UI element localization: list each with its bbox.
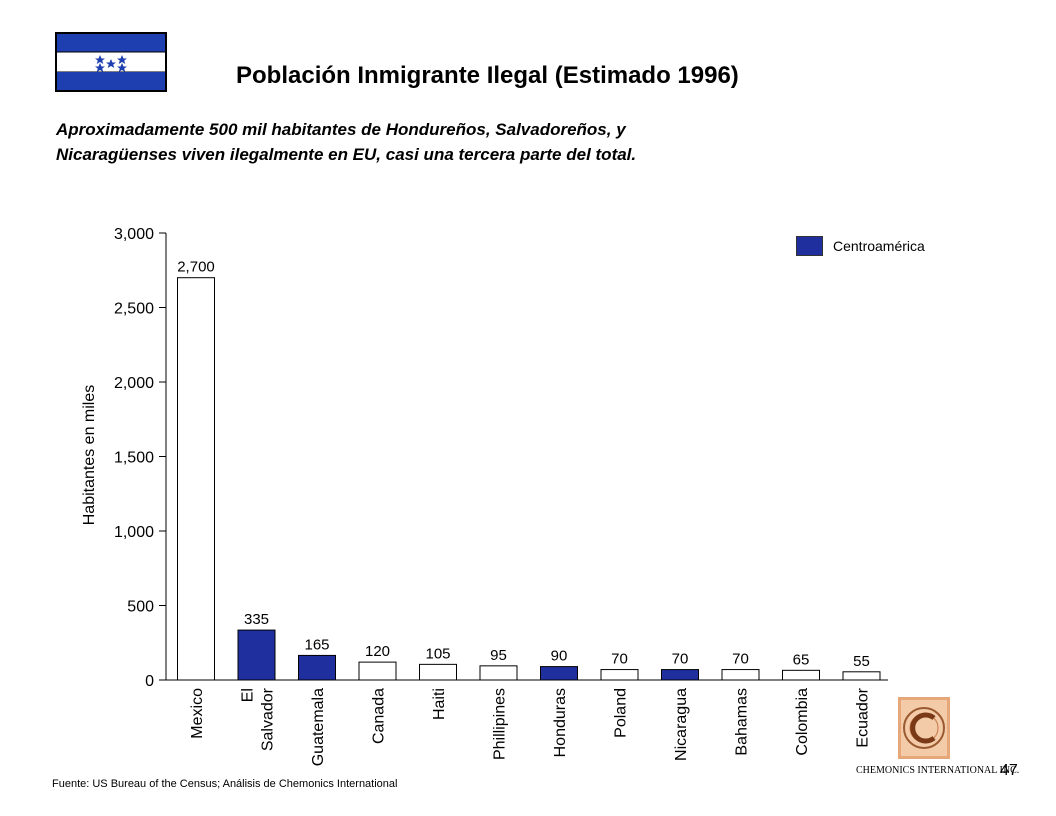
flag-star [117, 63, 127, 72]
bar-value-label: 70 [732, 651, 749, 668]
flag-star [95, 63, 105, 72]
bar [298, 654, 336, 681]
bar-value-label: 105 [425, 645, 450, 662]
y-axis-title: Habitantes en miles [81, 385, 98, 526]
x-tick-label: Honduras [552, 688, 569, 757]
x-tick-label: Mexico [189, 688, 206, 739]
bar [419, 663, 457, 681]
bar [540, 666, 578, 681]
legend-label: Centroamérica [833, 238, 925, 254]
chart-legend: Centroamérica [796, 236, 925, 256]
bar-value-label: 120 [365, 643, 390, 660]
y-tick-label: 0 [145, 673, 154, 690]
bar-value-label: 70 [672, 651, 689, 668]
bar [237, 629, 276, 681]
x-tick-label: Colombia [794, 688, 811, 756]
chemonics-logo-icon [898, 697, 950, 759]
x-tick-label: Haiti [431, 688, 448, 720]
flag-star [106, 59, 116, 68]
bar-value-label: 2,700 [177, 259, 215, 276]
x-tick-label: Ecuador [855, 687, 872, 747]
bar-value-label: 335 [244, 611, 269, 628]
bar [177, 277, 215, 681]
x-tick-label: Guatemala [310, 688, 327, 766]
bar [358, 661, 397, 681]
flag-star [117, 55, 127, 64]
x-tick-label: Salvador [260, 687, 277, 751]
bar-value-label: 95 [490, 647, 507, 664]
bar [782, 669, 820, 681]
legend-swatch [796, 236, 823, 256]
y-tick-label: 2,000 [114, 375, 154, 392]
flag-stars [95, 55, 127, 72]
x-tick-label: El [240, 688, 257, 702]
bar [842, 671, 881, 681]
flag-bottom-stripe [56, 72, 166, 91]
bar-value-label: 55 [853, 653, 870, 670]
x-tick-label: Phillipines [492, 688, 509, 760]
honduras-flag-icon [55, 32, 167, 92]
y-tick-label: 2,500 [114, 301, 154, 318]
bar [661, 669, 699, 681]
x-tick-label: Poland [613, 688, 630, 738]
source-note: Fuente: US Bureau of the Census; Análisi… [52, 778, 398, 790]
flag-top-stripe [56, 33, 166, 52]
bar [721, 669, 760, 681]
chemonics-logo-text: CHEMONICS INTERNATIONAL INC. [856, 765, 1020, 776]
slide-subtitle: Aproximadamente 500 mil habitantes de Ho… [56, 120, 637, 164]
y-tick-label: 500 [127, 599, 154, 616]
page-number: 47 [1000, 762, 1018, 779]
bar-value-label: 90 [551, 648, 568, 665]
x-tick-label: Bahamas [734, 688, 751, 756]
slide-title: Población Inmigrante Ilegal (Estimado 19… [236, 62, 739, 89]
bar [600, 669, 639, 681]
bar [479, 665, 518, 681]
flag-border [55, 32, 167, 92]
x-tick-label: Canada [371, 688, 388, 744]
y-tick-label: 1,000 [114, 524, 154, 541]
flag-star [95, 55, 105, 64]
bar-value-label: 165 [304, 636, 329, 653]
bar-value-label: 65 [793, 651, 810, 668]
y-tick-label: 3,000 [114, 226, 154, 243]
bar-value-label: 70 [611, 651, 628, 668]
y-tick-label: 1,500 [114, 450, 154, 467]
x-tick-label: Nicaragua [673, 688, 690, 761]
